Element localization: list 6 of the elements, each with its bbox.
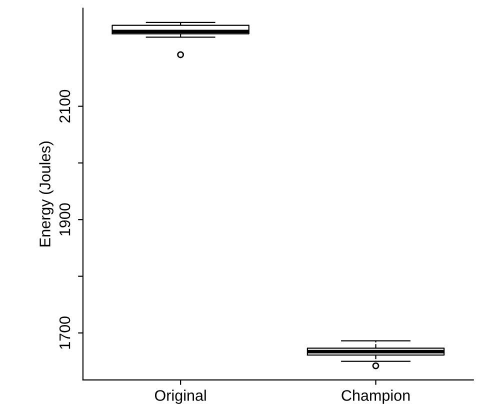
x-tick-label: Champion: [342, 390, 410, 404]
y-tick-label: 1700: [59, 316, 70, 349]
x-tick-label: Original: [154, 390, 206, 404]
y-tick-label: 1900: [59, 203, 70, 236]
y-tick-label: 2100: [59, 90, 70, 123]
y-axis-title: Energy (Joules): [39, 142, 54, 246]
